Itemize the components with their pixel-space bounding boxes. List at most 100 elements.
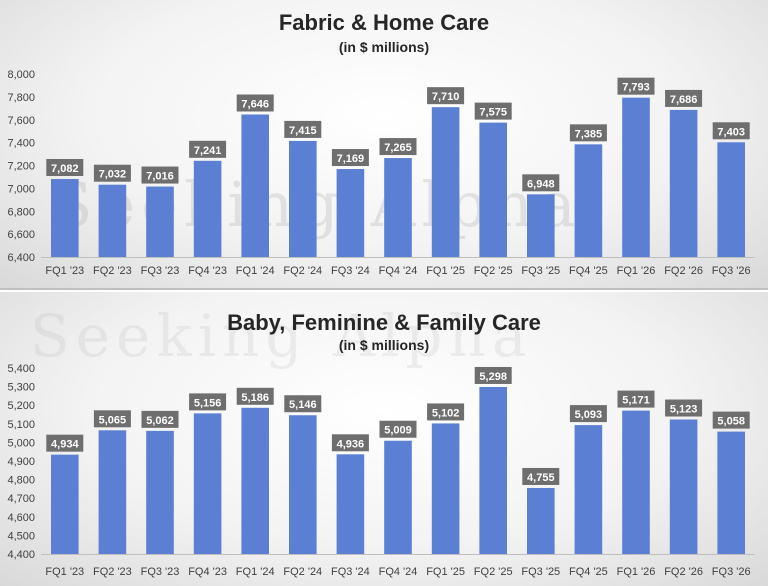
bar <box>479 122 508 257</box>
bar <box>574 425 603 554</box>
data-label-text: 7,032 <box>99 169 127 181</box>
x-tick-label: FQ2 '25 <box>474 265 513 277</box>
data-label-background <box>569 405 607 423</box>
data-label-text: 7,169 <box>337 153 365 165</box>
y-tick-label: 7,600 <box>7 115 35 127</box>
data-label-background <box>712 411 750 429</box>
data-label-background <box>665 399 703 417</box>
data-label: 7,032 <box>93 164 131 182</box>
bar <box>669 109 698 257</box>
data-label: 7,686 <box>665 89 703 107</box>
data-label: 4,755 <box>522 467 560 485</box>
data-label-background <box>236 94 274 112</box>
y-tick-label: 4,600 <box>7 512 35 524</box>
data-label: 5,009 <box>379 420 417 438</box>
data-label-background <box>379 420 417 438</box>
bar <box>717 431 746 554</box>
y-tick-label: 5,400 <box>7 363 35 375</box>
data-label-text: 7,646 <box>241 98 269 110</box>
data-label: 5,171 <box>617 390 655 408</box>
x-tick-label: FQ3 '24 <box>331 265 370 277</box>
bar <box>241 114 270 258</box>
x-tick-label: FQ1 '26 <box>617 566 656 578</box>
data-label: 5,298 <box>474 366 512 384</box>
x-tick-label: FQ3 '23 <box>141 566 180 578</box>
data-label-background <box>331 434 369 452</box>
x-tick-label: FQ1 '24 <box>236 265 275 277</box>
data-label-background <box>189 140 227 158</box>
data-label-text: 5,156 <box>194 397 222 409</box>
data-label: 7,793 <box>617 77 655 95</box>
data-label: 5,102 <box>427 403 465 421</box>
chart-panel-fabric-home-care: Seeking Alpha Fabric & Home Care (in $ m… <box>0 0 768 290</box>
chart-title: Fabric & Home Care <box>278 10 490 35</box>
data-label-text: 7,241 <box>194 145 222 157</box>
x-tick-label: FQ4 '25 <box>569 265 608 277</box>
x-tick-label: FQ2 '23 <box>93 566 132 578</box>
bar <box>98 184 127 257</box>
chart-panel-baby-feminine-family-care: Seeking Alpha Baby, Feminine & Family Ca… <box>0 292 768 586</box>
y-tick-label: 7,400 <box>7 138 35 150</box>
y-tick-label: 7,800 <box>7 92 35 104</box>
data-label-background <box>379 138 417 156</box>
x-tick-label: FQ3 '26 <box>712 566 751 578</box>
x-tick-label: FQ2 '23 <box>93 265 132 277</box>
data-label-background <box>617 77 655 95</box>
y-tick-label: 7,200 <box>7 161 35 173</box>
y-tick-label: 4,800 <box>7 475 35 487</box>
data-label-background <box>617 390 655 408</box>
data-label-background <box>93 410 131 428</box>
bar <box>146 430 174 554</box>
data-label: 7,169 <box>331 149 369 167</box>
x-tick-label: FQ3 '23 <box>141 265 180 277</box>
data-label: 5,058 <box>712 411 750 429</box>
data-label-background <box>284 120 322 138</box>
bar <box>431 423 460 554</box>
bar <box>336 169 365 257</box>
x-tick-label: FQ2 '24 <box>283 265 322 277</box>
y-tick-label: 6,400 <box>7 252 35 264</box>
data-label-background <box>284 395 322 413</box>
data-label: 7,403 <box>712 122 750 140</box>
data-label-text: 5,058 <box>717 416 745 428</box>
data-label-text: 7,265 <box>384 142 412 154</box>
x-tick-label: FQ2 '26 <box>664 265 703 277</box>
data-label-text: 5,065 <box>99 414 127 426</box>
data-label-background <box>46 434 84 452</box>
data-label-text: 7,793 <box>622 82 650 94</box>
data-label: 7,082 <box>46 158 84 176</box>
data-label: 5,156 <box>189 393 227 411</box>
data-label-text: 6,948 <box>527 178 555 190</box>
data-label-text: 7,385 <box>575 128 603 140</box>
x-tick-label: FQ4 '25 <box>569 566 608 578</box>
bar <box>193 413 222 554</box>
bar <box>288 415 317 554</box>
x-tick-label: FQ1 '26 <box>617 265 656 277</box>
y-tick-label: 6,600 <box>7 229 35 241</box>
data-label: 7,385 <box>569 124 607 142</box>
x-tick-label: FQ1 '25 <box>426 566 465 578</box>
data-label: 5,065 <box>93 410 131 428</box>
chart-title: Baby, Feminine & Family Care <box>227 310 541 335</box>
data-label-text: 7,082 <box>51 163 79 175</box>
data-label-background <box>569 124 607 142</box>
bar <box>98 430 127 554</box>
bar <box>622 97 650 257</box>
y-tick-label: 4,900 <box>7 456 35 468</box>
data-label: 5,186 <box>236 387 274 405</box>
data-label-text: 5,298 <box>479 371 507 383</box>
data-label: 7,241 <box>189 140 227 158</box>
y-tick-label: 4,700 <box>7 493 35 505</box>
x-tick-label: FQ3 '24 <box>331 566 370 578</box>
data-label: 7,575 <box>474 102 512 120</box>
x-tick-label: FQ4 '24 <box>379 566 418 578</box>
bar <box>241 407 270 554</box>
data-label-text: 5,093 <box>575 409 603 421</box>
data-label: 7,710 <box>427 87 465 105</box>
y-tick-label: 4,500 <box>7 530 35 542</box>
bar <box>574 144 603 257</box>
x-tick-label: FQ1 '24 <box>236 566 275 578</box>
data-label-text: 7,016 <box>146 171 174 183</box>
data-label-text: 7,710 <box>432 91 460 103</box>
data-label: 4,936 <box>331 434 369 452</box>
